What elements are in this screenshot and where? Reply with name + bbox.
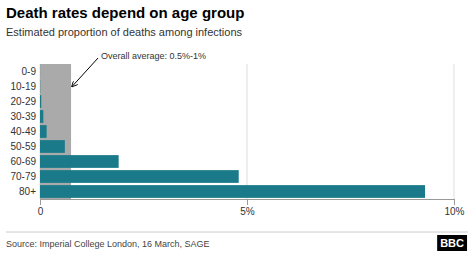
tick: 50-59 [10, 141, 40, 152]
tick-label: 80+ [19, 186, 36, 197]
tick: 5% [240, 199, 255, 217]
tick-label: 10-19 [10, 81, 36, 92]
title: Death rates depend on age group [6, 4, 244, 21]
tick-label: 60-69 [10, 156, 36, 167]
credit-box [437, 235, 467, 251]
tick-label: 70-79 [10, 171, 36, 182]
bar [40, 95, 41, 108]
tick-label: 0 [38, 206, 44, 217]
credit-text: BBC [440, 237, 464, 249]
tick-mark [247, 199, 248, 205]
x-axis: 0 5% 10% [38, 199, 465, 217]
tick-label: 40-49 [10, 126, 36, 137]
tick-mark [454, 199, 455, 205]
annotation-arrow [72, 58, 98, 87]
separator [6, 232, 468, 233]
tick-label: 10% [444, 206, 464, 217]
credit: BBC [437, 235, 467, 251]
tick: 40-49 [10, 126, 40, 137]
bar [40, 125, 47, 138]
tick-mark [40, 199, 41, 205]
source: Source: Imperial College London, 16 Marc… [6, 239, 210, 249]
subtitle: Estimated proportion of deaths among inf… [6, 26, 243, 38]
annotation: Overall average: 0.5%-1% [101, 51, 206, 61]
bar [40, 140, 65, 153]
chart: Death rates depend on age group Estimated… [0, 0, 474, 259]
marks [40, 64, 425, 199]
tick: 10-19 [10, 81, 40, 92]
tick-label: 30-39 [10, 111, 36, 122]
tick-label: 0-9 [22, 66, 37, 77]
tick: 30-39 [10, 111, 40, 122]
tick-label: 50-59 [10, 141, 36, 152]
grid-line [454, 64, 455, 199]
bar [40, 170, 239, 183]
tick: 20-29 [10, 96, 40, 107]
tick-label: 5% [240, 206, 255, 217]
bar [40, 110, 43, 123]
bar [40, 65, 41, 78]
tick: 0 [38, 199, 44, 217]
tick: 60-69 [10, 156, 40, 167]
tick: 80+ [19, 186, 40, 197]
tick-label: 20-29 [10, 96, 36, 107]
grid-line [247, 64, 248, 199]
bar [40, 155, 119, 168]
bar [40, 80, 41, 93]
tick: 0-9 [22, 66, 40, 77]
bar [40, 185, 425, 198]
y-axis: 0-9 10-19 20-29 30-39 40-49 50-59 60-69 70-79 80… [10, 66, 40, 197]
tick: 10% [444, 199, 464, 217]
plot: 0 5% 10% 0-9 10-19 20-29 30-39 40-49 50-59 60-69 7… [10, 51, 464, 217]
grid [40, 64, 454, 199]
tick: 70-79 [10, 171, 40, 182]
